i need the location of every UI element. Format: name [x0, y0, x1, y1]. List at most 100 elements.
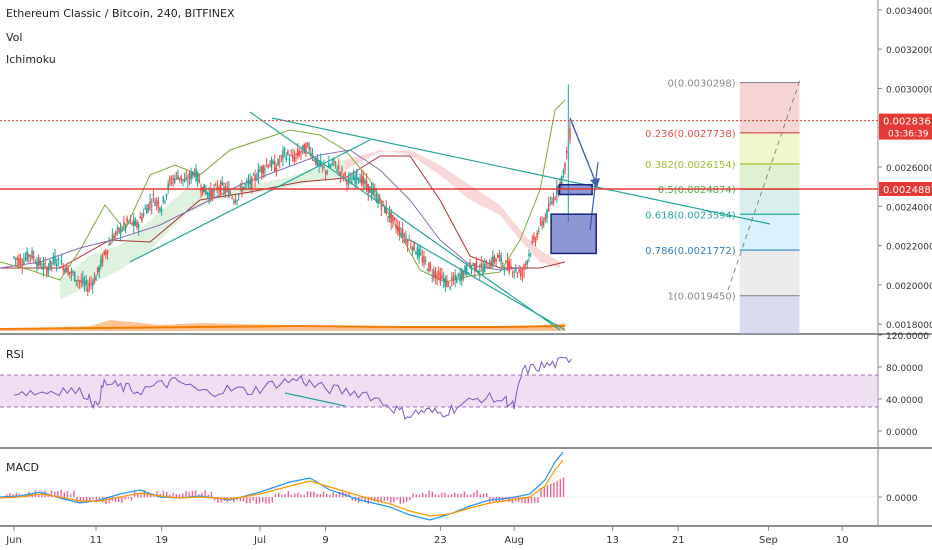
macd-bar [262, 497, 264, 503]
macd-bar [105, 497, 107, 504]
target-boxes[interactable] [550, 183, 597, 255]
candle-body [390, 212, 392, 223]
candle-body [242, 186, 245, 190]
candle-body [329, 165, 332, 168]
candle-body [152, 194, 155, 196]
candle-body [27, 254, 30, 258]
rsi-band [0, 375, 878, 407]
macd-bar [255, 497, 257, 504]
candle-body [388, 212, 391, 219]
candle-body [103, 250, 105, 255]
trendline-support[interactable] [409, 239, 566, 331]
price-tick-label: 0.0026000 [886, 164, 932, 174]
candle-body [46, 268, 48, 275]
candle-body [270, 159, 273, 168]
fib-zone [739, 250, 800, 296]
candle-body [32, 256, 35, 259]
candle-body [538, 231, 540, 233]
candle-body [257, 169, 260, 178]
macd-bar [434, 494, 437, 497]
candle-body [385, 207, 388, 215]
rsi-divergence-line[interactable] [284, 392, 346, 407]
price-tick-label: 0.0020000 [886, 282, 932, 292]
macd-bar [303, 494, 305, 497]
candle-body [113, 235, 115, 239]
candle-body [132, 219, 135, 226]
macd-bar [6, 494, 8, 497]
macd-bar [108, 497, 110, 504]
candle-body [562, 169, 565, 174]
macd-bar [146, 494, 149, 497]
trendline-ascending[interactable] [129, 139, 371, 263]
candle-body [370, 188, 373, 196]
candle-body [542, 221, 545, 225]
candle-body [400, 233, 402, 237]
candle-body [419, 252, 422, 255]
macd-bar [239, 497, 241, 502]
candle-body [524, 263, 527, 265]
macd-bar [322, 491, 325, 497]
macd-bar [150, 494, 152, 497]
candle-body [485, 260, 488, 262]
candle-body [362, 176, 365, 184]
fib-retracement[interactable]: 0(0.0030298) 0.236(0.0027738) 0.382(0.0026… [645, 79, 800, 334]
candle-body [357, 178, 360, 180]
candle-body [413, 241, 415, 251]
macd-bar [364, 497, 366, 503]
macd-bar [92, 497, 94, 500]
trendlines[interactable] [129, 79, 801, 331]
candle-body [569, 128, 571, 140]
macd-bar [63, 492, 65, 497]
macd-bar [79, 497, 81, 503]
candle-body [506, 260, 509, 268]
candle-body [123, 221, 125, 226]
candle-body [224, 189, 227, 193]
candle-body [503, 269, 506, 271]
time-axis: Jun 11 19 Jul 9 23 Aug 13 21 Sep 10 [5, 526, 849, 546]
projection-arrow[interactable] [569, 117, 597, 184]
fib-level-label: 0.618(0.0023594) [645, 210, 736, 221]
candle-body [14, 258, 17, 260]
candle-body [424, 260, 427, 262]
macd-bar [470, 494, 472, 497]
macd-bar [217, 497, 219, 503]
macd-bar [537, 497, 539, 503]
trendline-descending-2[interactable] [249, 111, 561, 331]
candle-body [457, 273, 460, 276]
candle-body [444, 278, 447, 287]
candle-body [346, 180, 348, 185]
candle-body [169, 178, 171, 181]
candle-body [355, 170, 358, 181]
candle-body [523, 264, 525, 270]
macd-bar [431, 491, 433, 497]
candle-body [519, 268, 522, 277]
indicator-vol: Vol [6, 31, 22, 44]
candle-body [73, 271, 76, 282]
macd-bar [546, 485, 549, 497]
time-tick-label: Aug [504, 535, 524, 546]
macd-bar [559, 479, 561, 497]
candle-body [528, 253, 530, 256]
candle-body [285, 156, 288, 161]
price-series [13, 84, 571, 297]
candle-body [418, 249, 420, 258]
candle-body [374, 190, 376, 192]
candle-body [333, 157, 335, 162]
candle-body [105, 252, 107, 255]
candle-body [549, 202, 552, 204]
candle-body [72, 272, 74, 274]
candle-body [515, 267, 517, 271]
candle-body [236, 200, 238, 202]
candle-body [360, 175, 363, 185]
macd-bar [367, 497, 369, 504]
candle-body [155, 200, 158, 204]
candle-body [160, 209, 163, 212]
candle-body [206, 192, 209, 196]
target-box[interactable] [550, 213, 597, 255]
time-tick-label: Jul [253, 535, 266, 546]
trendline-descending-1[interactable] [271, 117, 771, 225]
candle-body [316, 157, 319, 166]
candle-body [273, 160, 276, 172]
ichimoku-cloud-green [60, 160, 345, 300]
candle-body [255, 179, 258, 181]
